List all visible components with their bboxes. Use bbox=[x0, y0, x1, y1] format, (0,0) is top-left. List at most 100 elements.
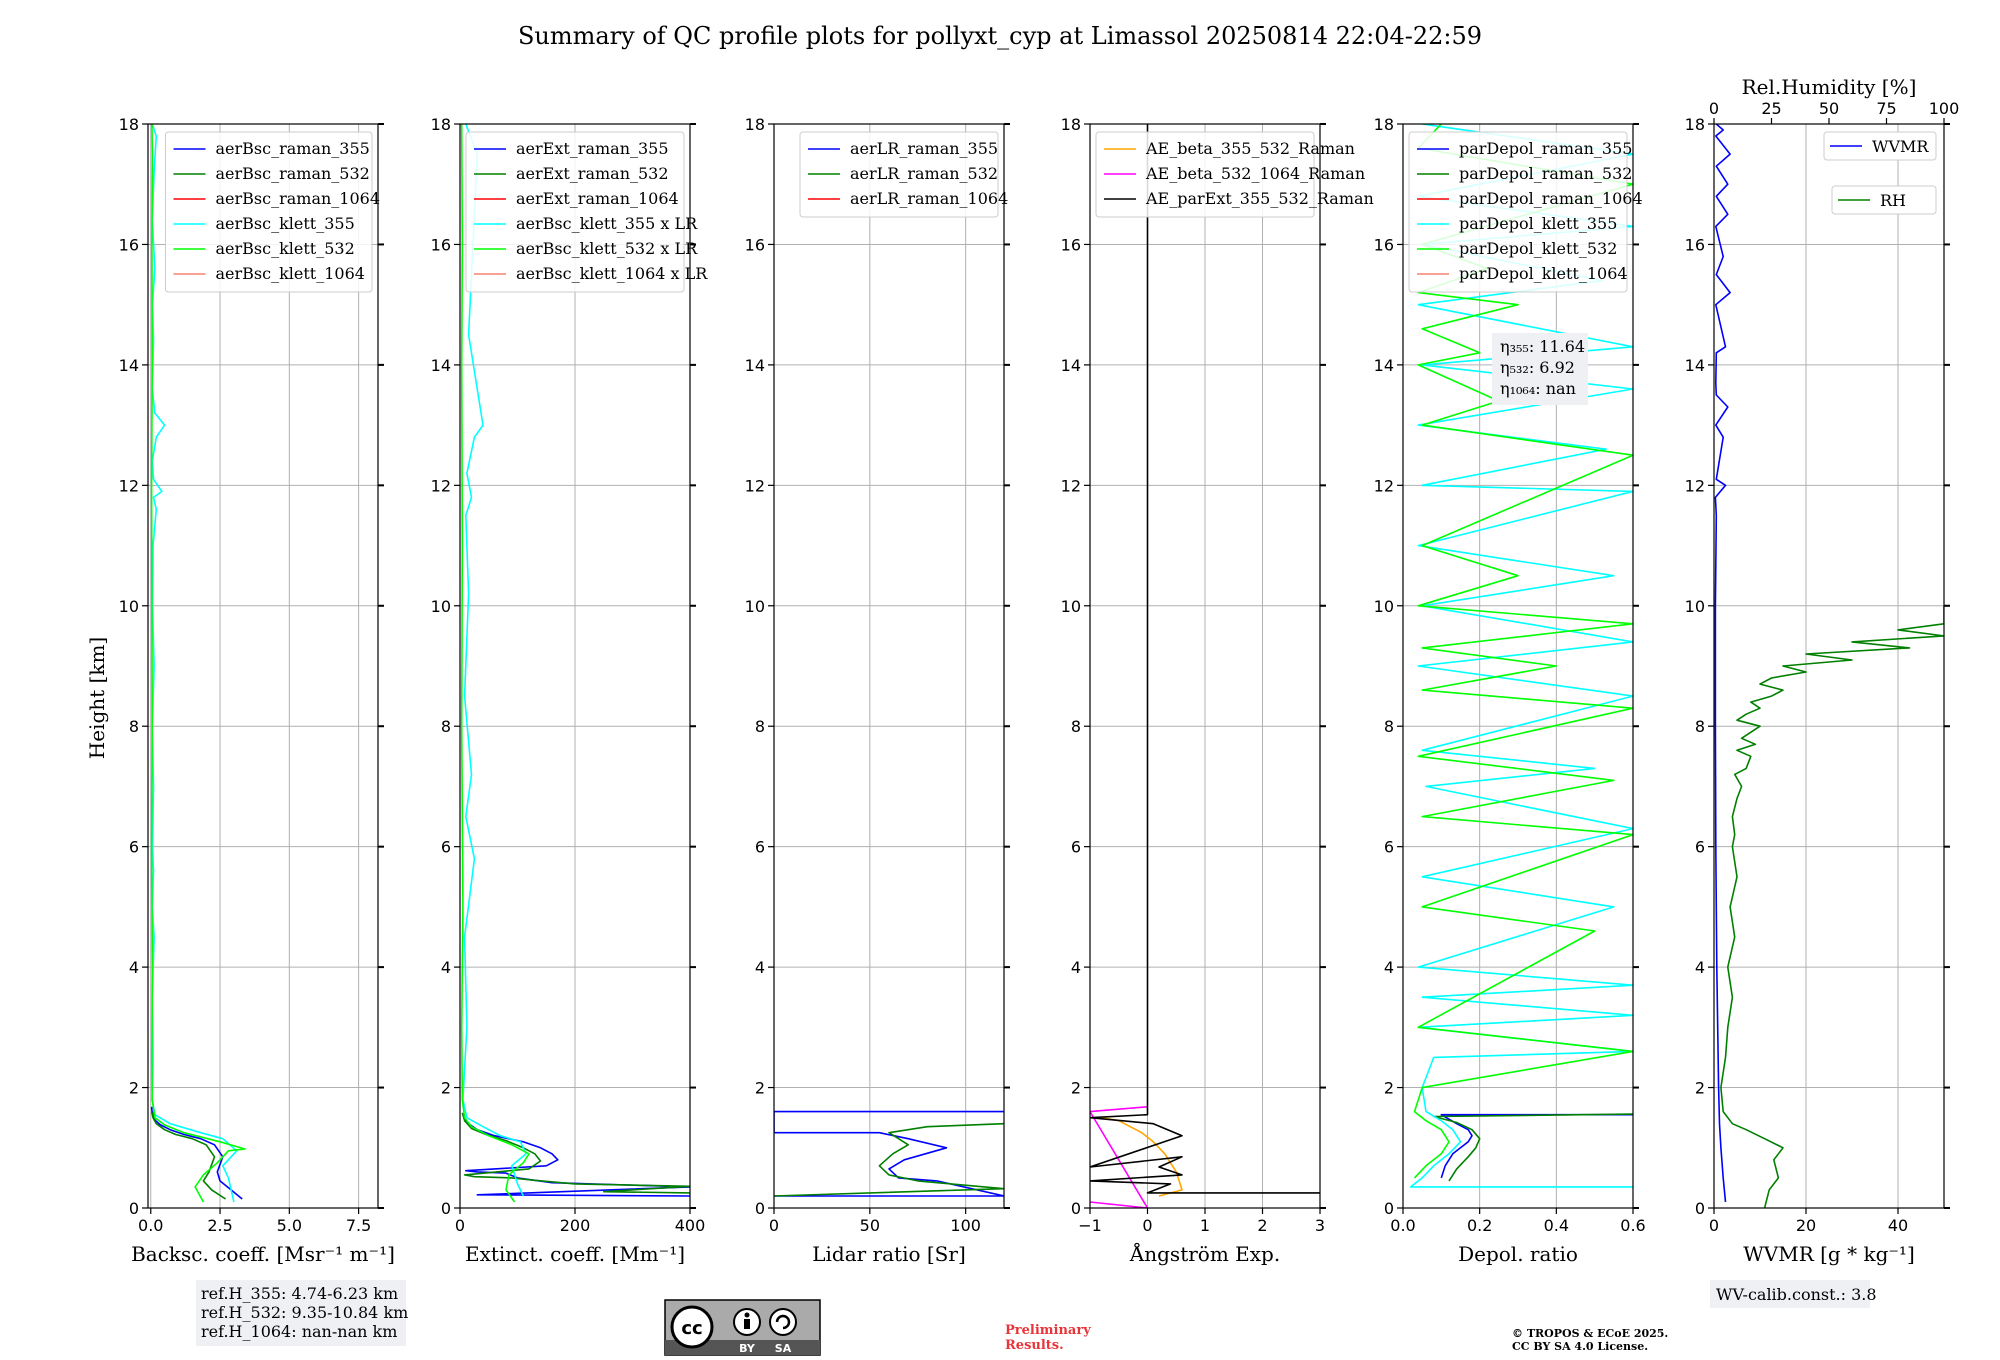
panel-3: 0 2 4 6 8 10 12 14 16 18 0 50 100 Lidar ratio [Sr] aer… bbox=[745, 115, 1010, 1266]
top-x-tick-label: 50 bbox=[1819, 99, 1839, 118]
axes-frame bbox=[147, 123, 379, 1209]
legend-entry: aerExt_raman_355 bbox=[516, 139, 669, 158]
y-tick-label: 8 bbox=[1384, 717, 1394, 736]
y-tick-label: 16 bbox=[745, 235, 765, 254]
x-axis-label: WVMR [g * kg⁻¹] bbox=[1743, 1242, 1915, 1266]
series-line-WVMR bbox=[1714, 124, 1731, 1203]
x-tick-label: 0.2 bbox=[1467, 1216, 1492, 1235]
legend-box bbox=[1831, 185, 1937, 215]
series-group bbox=[774, 1110, 1004, 1197]
cc-icon bbox=[670, 1305, 714, 1349]
series-group bbox=[1409, 124, 1633, 1188]
series-line-aerBsc_klett_355 x LR bbox=[462, 124, 527, 1197]
x-tick-label: 0 bbox=[1142, 1216, 1152, 1235]
series-line-aerLR_raman_532 bbox=[774, 1122, 1004, 1197]
eta-532-text: η₅₃₂: 6.92 bbox=[1500, 358, 1575, 377]
y-tick-label: 4 bbox=[441, 958, 451, 977]
legend-entry: aerBsc_klett_532 bbox=[216, 239, 355, 258]
refh-532-text: ref.H_532: 9.35-10.84 km bbox=[201, 1303, 408, 1322]
results-text: Results. bbox=[1005, 1338, 1064, 1353]
y-tick-label: 6 bbox=[129, 838, 139, 857]
legend-entry: parDepol_raman_1064 bbox=[1459, 189, 1643, 208]
top-x-tick-label: 75 bbox=[1876, 99, 1896, 118]
y-tick-label: 10 bbox=[1685, 597, 1705, 616]
y-tick-label: 6 bbox=[1695, 838, 1705, 857]
x-tick-label: 40 bbox=[1888, 1216, 1908, 1235]
y-tick-label: 6 bbox=[755, 838, 765, 857]
series-line-RH bbox=[1720, 605, 1944, 1208]
x-tick-label: 5.0 bbox=[277, 1216, 302, 1235]
y-tick-label: 0 bbox=[441, 1199, 451, 1218]
series-group bbox=[1714, 124, 1944, 1208]
y-tick-label: 12 bbox=[431, 476, 451, 495]
y-tick-label: 16 bbox=[1061, 235, 1081, 254]
copyright-text: © TROPOS & ECoE 2025. bbox=[1512, 1327, 1668, 1340]
y-tick-label: 16 bbox=[1374, 235, 1394, 254]
legend-entry: RH bbox=[1880, 191, 1906, 210]
y-tick-label: 8 bbox=[755, 717, 765, 736]
legend-entry: aerBsc_raman_532 bbox=[216, 164, 370, 183]
y-tick-label: 10 bbox=[431, 597, 451, 616]
y-tick-label: 12 bbox=[119, 476, 139, 495]
x-axis-label: Backsc. coeff. [Msr⁻¹ m⁻¹] bbox=[131, 1242, 395, 1266]
y-tick-label: 4 bbox=[1071, 958, 1081, 977]
series-line-parDepol_raman_355 bbox=[1440, 1113, 1633, 1179]
y-tick-label: 18 bbox=[1374, 115, 1394, 134]
legend-box bbox=[1408, 131, 1628, 293]
by-text: BY bbox=[739, 1342, 756, 1355]
series-line-AE_beta_355_532_Raman bbox=[1101, 1116, 1183, 1197]
legend-entry: aerLR_raman_532 bbox=[850, 164, 998, 183]
y-tick-label: 4 bbox=[1384, 958, 1394, 977]
top-x-tick-label: 0 bbox=[1709, 99, 1719, 118]
eta-box: η₃₅₅: 11.64 η₅₃₂: 6.92 η₁₀₆₄: nan bbox=[1492, 333, 1588, 405]
y-axis-label: Height [km] bbox=[85, 637, 109, 759]
series-line-aerBsc_raman_532 bbox=[150, 1111, 227, 1200]
x-tick-label: 0.6 bbox=[1620, 1216, 1645, 1235]
x-tick-label: 200 bbox=[560, 1216, 591, 1235]
series-group bbox=[150, 124, 246, 1203]
x-tick-label: −1 bbox=[1078, 1216, 1102, 1235]
y-tick-label: 2 bbox=[755, 1079, 765, 1098]
axes-frame bbox=[773, 123, 1005, 1209]
x-tick-label: 0.4 bbox=[1544, 1216, 1569, 1235]
wv-calib-box: WV-calib.const.: 3.8 bbox=[1710, 1280, 1877, 1308]
y-tick-label: 14 bbox=[1374, 356, 1394, 375]
y-tick-label: 2 bbox=[129, 1079, 139, 1098]
x-axis-label: Lidar ratio [Sr] bbox=[812, 1242, 966, 1266]
top-x-tick-label: 25 bbox=[1761, 99, 1781, 118]
figure-title: Summary of QC profile plots for pollyxt_… bbox=[518, 22, 1482, 50]
top-x-axis-label: Rel.Humidity [%] bbox=[1742, 75, 1917, 99]
legend-entry: WVMR bbox=[1872, 137, 1929, 156]
legend-box bbox=[165, 131, 373, 293]
refh-355-text: ref.H_355: 4.74-6.23 km bbox=[201, 1284, 398, 1303]
y-tick-label: 4 bbox=[129, 958, 139, 977]
y-tick-label: 18 bbox=[431, 115, 451, 134]
series-line-AE_parExt_355_532_Raman bbox=[1090, 124, 1320, 1194]
y-tick-label: 16 bbox=[119, 235, 139, 254]
y-tick-label: 12 bbox=[1685, 476, 1705, 495]
y-tick-label: 14 bbox=[119, 356, 139, 375]
legend-entry: AE_beta_355_532_Raman bbox=[1145, 139, 1355, 158]
y-tick-label: 14 bbox=[745, 356, 765, 375]
series-line-aerBsc_klett_532 x LR bbox=[460, 124, 530, 1203]
x-tick-label: 0.0 bbox=[1390, 1216, 1415, 1235]
x-tick-label: 1 bbox=[1200, 1216, 1210, 1235]
legend-entry: parDepol_raman_355 bbox=[1459, 139, 1632, 158]
x-tick-label: 100 bbox=[950, 1216, 981, 1235]
legend-entry: aerBsc_klett_1064 bbox=[216, 264, 365, 283]
cc-license-badge: cc BY SA bbox=[664, 1299, 821, 1356]
x-tick-label: 400 bbox=[675, 1216, 706, 1235]
series-line-parDepol_raman_532 bbox=[1432, 1113, 1633, 1182]
y-tick-label: 8 bbox=[441, 717, 451, 736]
x-axis-label: Extinct. coeff. [Mm⁻¹] bbox=[465, 1242, 685, 1266]
y-tick-label: 12 bbox=[745, 476, 765, 495]
top-x-tick-label: 100 bbox=[1929, 99, 1960, 118]
legend-entry: aerLR_raman_1064 bbox=[850, 189, 1008, 208]
legend-entry: aerBsc_raman_1064 bbox=[216, 189, 381, 208]
y-tick-label: 6 bbox=[1384, 838, 1394, 857]
y-tick-label: 0 bbox=[1695, 1199, 1705, 1218]
legend-box bbox=[465, 131, 685, 293]
